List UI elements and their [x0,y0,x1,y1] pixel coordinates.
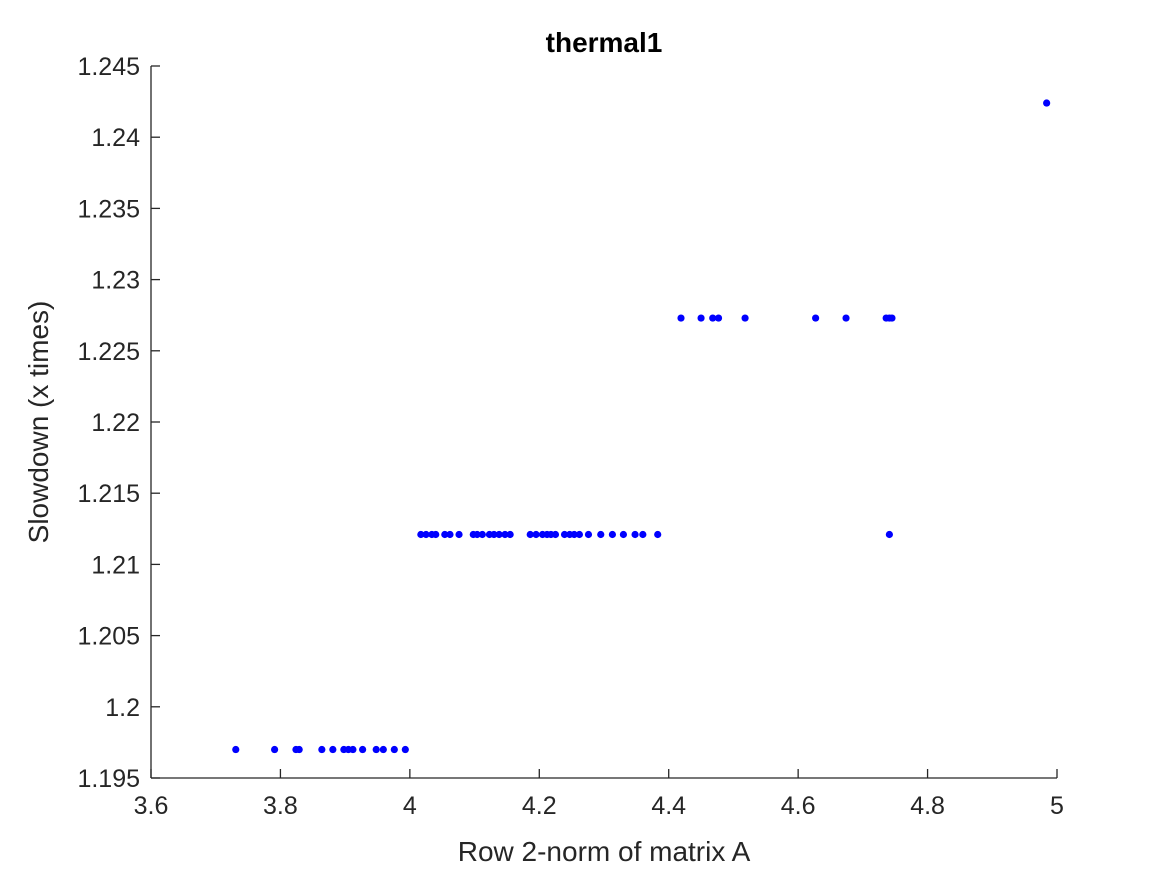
y-tick-label: 1.225 [77,338,140,366]
data-point [551,530,560,539]
data-point [714,314,723,322]
data-point [570,530,578,539]
data-points [232,99,1051,754]
data-point [295,745,303,754]
data-point [885,530,893,539]
data-point [422,530,430,539]
x-tick-label: 4.4 [651,792,686,820]
axes [150,66,1057,779]
ticks: 3.6 3.8 4 4.2 4.4 4.6 4.8 5 1.195 1.2 1.205 1.21 1.2… [77,53,1064,820]
data-point [709,314,717,322]
data-point [677,314,685,322]
data-point [842,314,850,322]
data-point [584,530,593,539]
y-tick-label: 1.205 [77,623,140,651]
x-tick-label: 4 [403,792,417,820]
data-point [631,530,639,539]
data-point [271,745,279,754]
data-point [495,530,503,539]
y-tick-label: 1.235 [77,195,140,223]
data-point [446,530,454,539]
data-point [532,530,540,539]
data-point [390,745,398,754]
y-tick-label: 1.24 [91,124,140,152]
data-point [349,745,357,754]
data-point [506,530,514,539]
y-axis-label: Slowdown (x times) [23,301,54,544]
data-point [501,530,509,539]
data-point [560,530,569,539]
x-tick-label: 5 [1050,792,1064,820]
y-tick-label: 1.21 [91,551,140,579]
data-point [697,314,705,322]
data-point [329,745,337,754]
data-point [526,530,534,539]
data-point [575,530,584,539]
data-point [372,745,380,754]
y-tick-label: 1.245 [77,53,140,81]
data-point [318,745,326,754]
data-point [232,745,240,754]
y-tick-label: 1.23 [91,267,140,295]
data-point [490,530,498,539]
data-point [379,745,387,754]
data-point [639,530,647,539]
y-tick-label: 1.195 [77,765,140,793]
data-point [417,530,425,539]
data-point [654,530,662,539]
data-point [473,530,481,539]
data-point [455,530,463,539]
data-point [888,314,896,322]
data-point [432,530,440,539]
y-tick-label: 1.215 [77,480,140,508]
data-point [812,314,820,322]
data-point [597,530,605,539]
x-tick-label: 4.6 [781,792,816,820]
data-point [441,530,449,539]
chart-title: thermal1 [546,27,663,58]
x-tick-label: 4.8 [910,792,945,820]
x-axis-label: Row 2-norm of matrix A [458,836,751,867]
data-point [619,530,628,539]
x-tick-label: 3.8 [263,792,298,820]
data-point [478,530,486,539]
data-point [359,745,367,754]
y-tick-label: 1.22 [91,409,140,437]
data-point [1043,99,1051,107]
data-point [608,530,617,539]
data-point [741,314,749,322]
x-tick-label: 3.6 [134,792,169,820]
data-point [401,745,409,754]
y-tick-label: 1.2 [105,694,140,722]
x-tick-label: 4.2 [522,792,557,820]
